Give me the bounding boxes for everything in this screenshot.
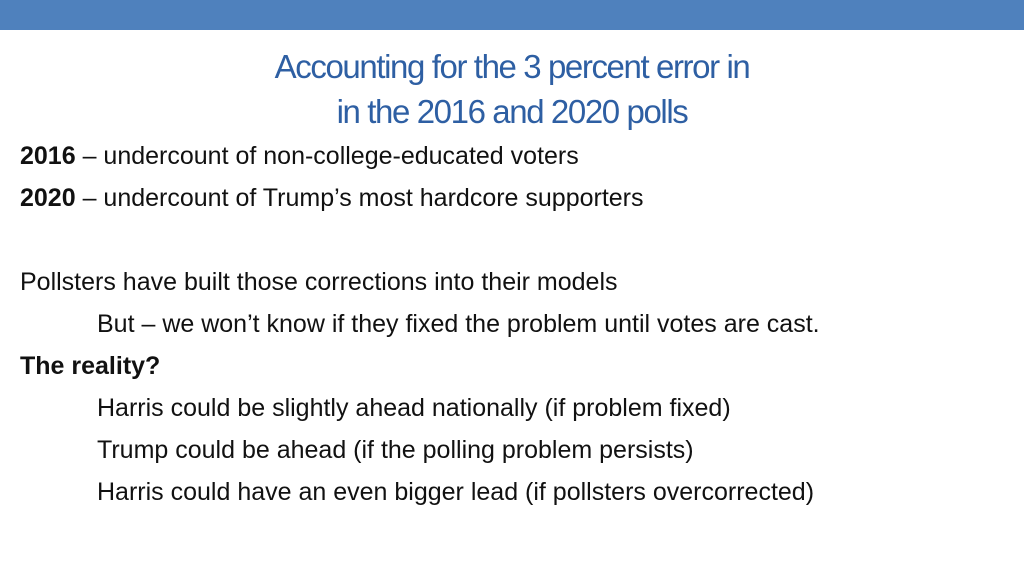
slide-title-line-2: in the 2016 and 2020 polls — [336, 93, 689, 130]
year-label-2020: 2020 — [20, 184, 76, 212]
scenario-trump-ahead: Trump could be ahead (if the polling pro… — [97, 436, 694, 464]
list-item-2016: 2016 – undercount of non-college-educate… — [20, 135, 1010, 177]
list-item-2020: 2020 – undercount of Trump’s most hardco… — [20, 177, 1010, 219]
scenario-harris-bigger-lead: Harris could have an even bigger lead (i… — [97, 478, 815, 506]
but-line: But – we won’t know if they fixed the pr… — [97, 310, 820, 338]
item-text-2016: – undercount of non-college-educated vot… — [75, 142, 579, 170]
top-accent-bar — [0, 0, 1024, 30]
slide-title: Accounting for the 3 percent error in in… — [0, 44, 1024, 134]
scenario-harris-slightly-ahead: Harris could be slightly ahead nationall… — [97, 394, 731, 422]
blank-line — [20, 219, 1010, 261]
pollsters-line: Pollsters have built those corrections i… — [20, 268, 618, 296]
item-text-2020: – undercount of Trump’s most hardcore su… — [75, 184, 644, 212]
slide-body: 2016 – undercount of non-college-educate… — [20, 135, 1010, 513]
reality-heading: The reality? — [20, 352, 161, 380]
year-label-2016: 2016 — [20, 142, 76, 170]
slide-title-line-1: Accounting for the 3 percent error in — [274, 48, 751, 85]
